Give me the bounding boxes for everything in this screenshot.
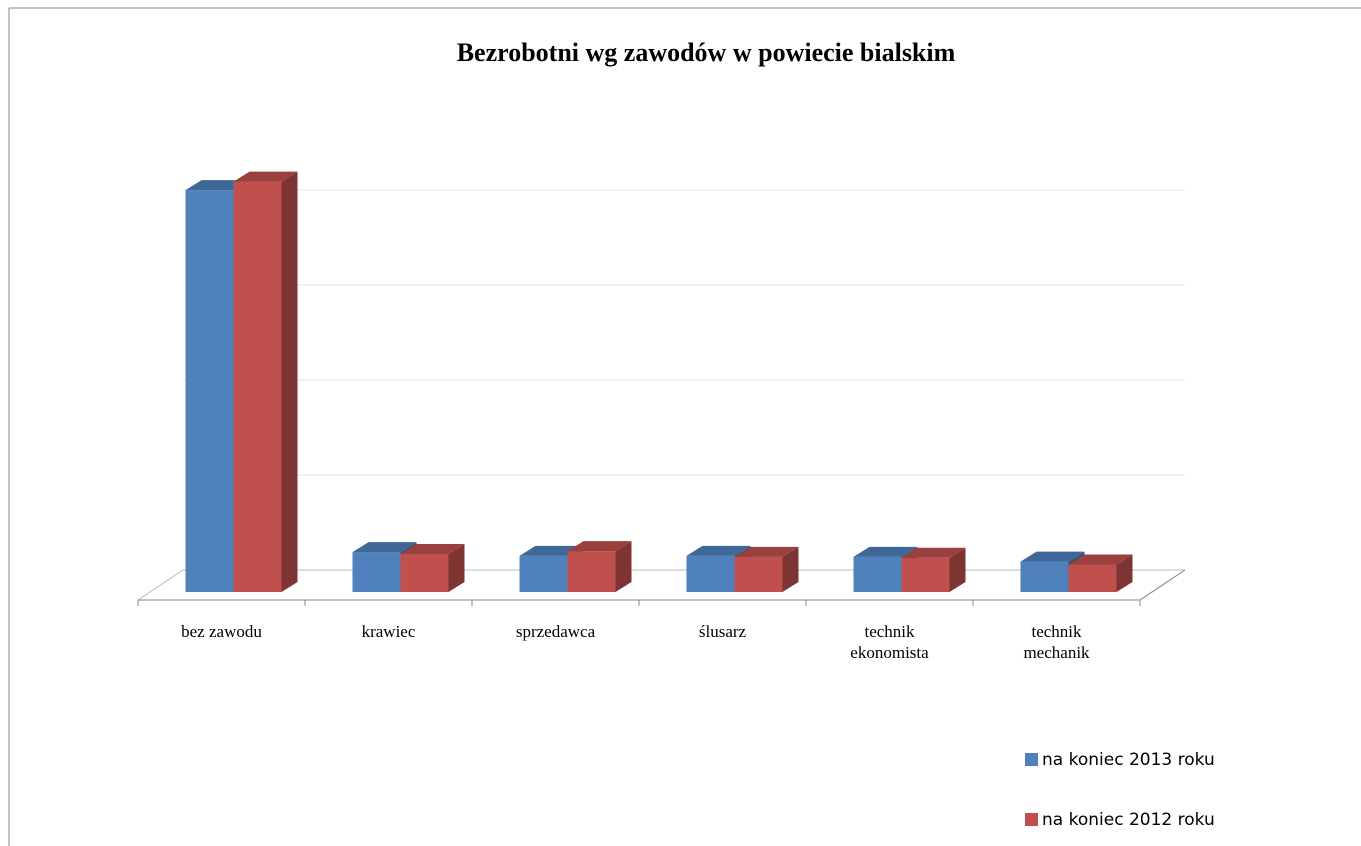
bar-top	[1068, 554, 1133, 565]
bar	[1068, 554, 1133, 592]
legend-label: na koniec 2012 roku	[1042, 810, 1215, 830]
bar-side	[782, 546, 799, 592]
x-tick-label: krawiec	[362, 622, 416, 641]
x-tick-label-line: mechanik	[1023, 643, 1090, 662]
bar-top	[1020, 551, 1085, 562]
bar-front	[734, 556, 783, 592]
bar-front	[352, 552, 401, 592]
bar	[400, 544, 465, 592]
bar	[567, 541, 632, 592]
bar	[233, 171, 298, 592]
x-tick-label: technik mechanik	[1023, 622, 1090, 662]
bar	[901, 547, 966, 592]
legend-swatch	[1025, 813, 1038, 826]
bar-side	[949, 547, 966, 592]
bar-top	[352, 542, 417, 553]
x-tick-label: ślusarz	[699, 622, 747, 641]
bar-front	[567, 551, 616, 592]
bar-side	[1116, 554, 1133, 592]
x-axis	[1139, 569, 1186, 601]
x-tick-label-line: ekonomista	[850, 643, 929, 662]
x-tick-label: technik ekonomista	[850, 622, 929, 662]
bar-front	[400, 554, 449, 592]
bar-front	[185, 190, 234, 592]
bar-top	[567, 541, 632, 552]
bar-side	[448, 544, 465, 592]
legend-label: na koniec 2013 roku	[1042, 750, 1215, 770]
x-tick-label-line: technik	[864, 622, 915, 641]
x-tick-label-line: technik	[1031, 622, 1082, 641]
legend-swatch	[1025, 753, 1038, 766]
chart-title: Bezrobotni wg zawodów w powiecie bialski…	[457, 38, 956, 67]
bar-side	[615, 541, 632, 592]
bar-top	[853, 546, 918, 557]
bar-side	[281, 171, 298, 592]
bar-front	[1020, 561, 1069, 592]
bar-front	[233, 181, 282, 592]
bar-front	[901, 557, 950, 592]
x-tick-label: sprzedawca	[516, 622, 596, 641]
bar-front	[853, 556, 902, 592]
bar-front	[519, 555, 568, 592]
bar-front	[1068, 564, 1117, 592]
bar-top	[686, 545, 751, 556]
bar-top	[400, 544, 465, 554]
bar	[734, 546, 799, 592]
bar-top	[233, 171, 298, 182]
x-tick-label: bez zawodu	[181, 622, 262, 641]
bar-top	[734, 546, 799, 557]
bar-top	[901, 547, 966, 558]
bar-front	[686, 555, 735, 592]
